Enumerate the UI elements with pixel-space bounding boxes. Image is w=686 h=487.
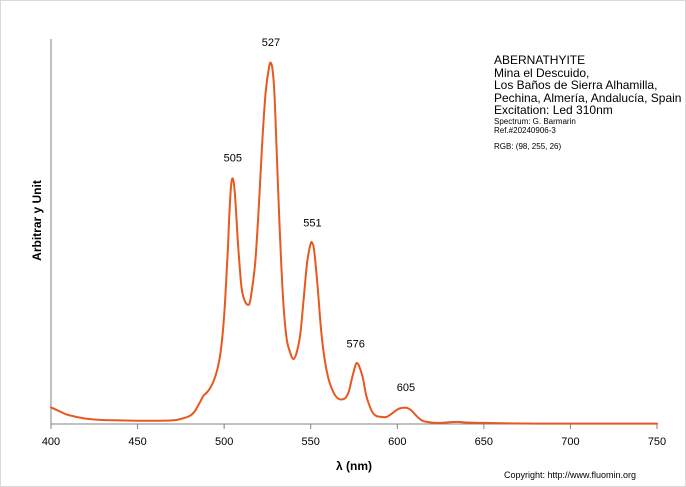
x-tick-label: 700 [561, 436, 579, 448]
x-axis-title: λ (nm) [336, 459, 372, 473]
peak-label: 605 [397, 382, 415, 394]
locality-line-1: Mina el Descuido, [494, 65, 590, 80]
y-axis-title: Arbitrar y Unit [30, 180, 44, 261]
x-tick-label: 600 [388, 436, 406, 448]
x-tick-label: 400 [42, 436, 60, 448]
x-tick-label: 650 [475, 436, 493, 448]
locality-line-2: Los Baños de Sierra Alhamilla, [494, 78, 658, 93]
peak-label: 505 [224, 153, 242, 165]
reference-number: Ref.#20240906-3 [494, 125, 556, 135]
mineral-name: ABERNATHYITE [494, 53, 586, 67]
specimen-info: ABERNATHYITE Mina el Descuido, Los Baños… [494, 54, 684, 151]
x-tick-label: 550 [302, 436, 320, 448]
excitation-source: Excitation: Led 310nm [494, 103, 613, 118]
rgb-value: RGB: (98, 255, 26) [494, 141, 562, 151]
spectrum-credit: Spectrum: G. Barmarin [494, 116, 576, 126]
x-axis-ticks: 400 450 500 550 600 650 700 750 [42, 424, 666, 448]
x-tick-label: 750 [648, 436, 666, 448]
locality-line-3: Pechina, Almería, Andalucía, Spain [494, 90, 682, 105]
x-tick-label: 450 [128, 436, 146, 448]
x-tick-label: 500 [215, 436, 233, 448]
series-line-emission-spectrum [50, 61, 658, 425]
copyright-notice: Copyright: http://www.fluomin.org [504, 470, 637, 480]
peak-label: 527 [262, 37, 280, 49]
peak-label: 576 [347, 338, 365, 350]
peak-label: 551 [303, 218, 321, 230]
peak-labels: 505 527 551 576 605 [224, 37, 416, 394]
